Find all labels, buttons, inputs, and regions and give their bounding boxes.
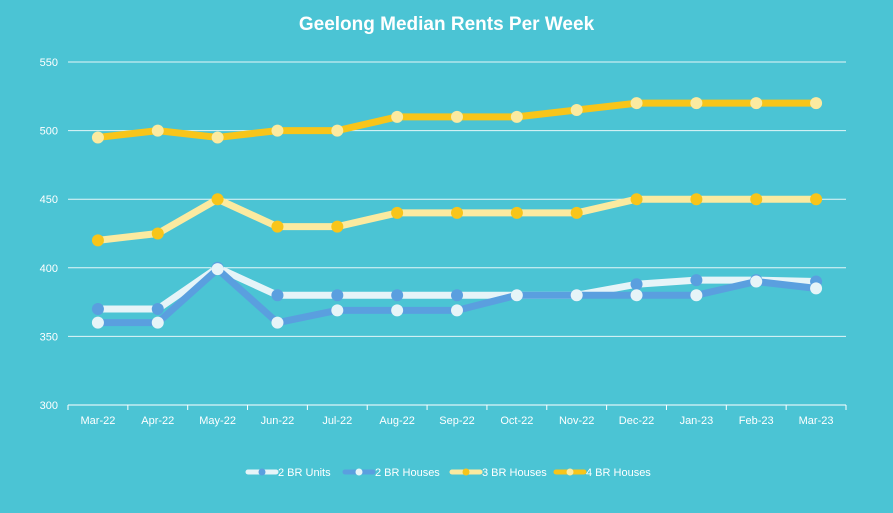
data-point	[690, 289, 703, 302]
data-point	[750, 275, 763, 288]
data-point	[151, 302, 164, 315]
data-point	[91, 316, 104, 329]
data-point	[570, 206, 583, 219]
y-tick-label: 550	[40, 57, 58, 69]
legend-swatch-marker	[355, 468, 363, 476]
y-tick-label: 350	[40, 331, 58, 343]
data-point	[271, 124, 284, 137]
data-point	[510, 289, 523, 302]
data-point	[331, 124, 344, 137]
data-point	[750, 97, 763, 110]
data-point	[630, 289, 643, 302]
data-point	[391, 206, 404, 219]
legend-swatch-marker	[462, 468, 470, 476]
data-point	[151, 227, 164, 240]
data-point	[391, 289, 404, 302]
data-point	[271, 289, 284, 302]
data-point	[630, 278, 643, 291]
x-tick-label: Jun-22	[261, 415, 295, 427]
x-tick-label: Feb-23	[739, 415, 774, 427]
data-point	[690, 193, 703, 206]
chart-title: Geelong Median Rents Per Week	[298, 14, 595, 35]
data-point	[510, 110, 523, 123]
data-point	[690, 274, 703, 287]
data-point	[810, 97, 823, 110]
data-point	[331, 289, 344, 302]
series-line	[94, 264, 820, 313]
data-point	[810, 193, 823, 206]
data-point	[211, 193, 224, 206]
x-tick-label: Nov-22	[559, 415, 594, 427]
data-point	[630, 97, 643, 110]
x-tick-label: Aug-22	[379, 415, 414, 427]
x-tick-label: May-22	[199, 415, 236, 427]
data-point	[91, 302, 104, 315]
data-point	[271, 220, 284, 233]
data-point	[271, 316, 284, 329]
x-tick-label: Mar-23	[799, 415, 834, 427]
data-point	[211, 131, 224, 144]
y-tick-label: 450	[40, 194, 58, 206]
data-point	[570, 289, 583, 302]
legend-label: 4 BR Houses	[586, 467, 651, 479]
series-line	[94, 195, 820, 244]
data-point	[510, 206, 523, 219]
data-point	[750, 193, 763, 206]
x-tick-label: Jul-22	[322, 415, 352, 427]
data-point	[211, 263, 224, 276]
y-tick-label: 500	[40, 126, 58, 138]
data-point	[331, 220, 344, 233]
data-point	[810, 282, 823, 295]
data-point	[451, 289, 463, 302]
data-point	[690, 97, 703, 110]
data-point	[151, 316, 164, 329]
legend-swatch-marker	[566, 468, 574, 476]
data-point	[570, 104, 583, 117]
x-tick-label: Apr-22	[141, 415, 174, 427]
y-tick-label: 300	[40, 400, 58, 412]
data-point	[451, 304, 463, 317]
data-point	[91, 234, 104, 247]
legend-label: 3 BR Houses	[482, 467, 547, 479]
x-tick-label: Jan-23	[680, 415, 714, 427]
legend-label: 2 BR Houses	[375, 467, 440, 479]
data-point	[391, 304, 404, 317]
legend-swatch-marker	[258, 468, 266, 476]
data-point	[630, 193, 643, 206]
y-tick-label: 400	[40, 263, 58, 275]
data-point	[91, 131, 104, 144]
data-point	[451, 206, 463, 219]
legend-label: 2 BR Units	[278, 467, 331, 479]
data-point	[391, 110, 404, 123]
x-tick-label: Oct-22	[500, 415, 533, 427]
x-tick-label: Sep-22	[439, 415, 474, 427]
data-point	[451, 110, 463, 123]
data-point	[151, 124, 164, 137]
x-tick-label: Mar-22	[81, 415, 116, 427]
data-point	[331, 304, 344, 317]
x-tick-label: Dec-22	[619, 415, 654, 427]
